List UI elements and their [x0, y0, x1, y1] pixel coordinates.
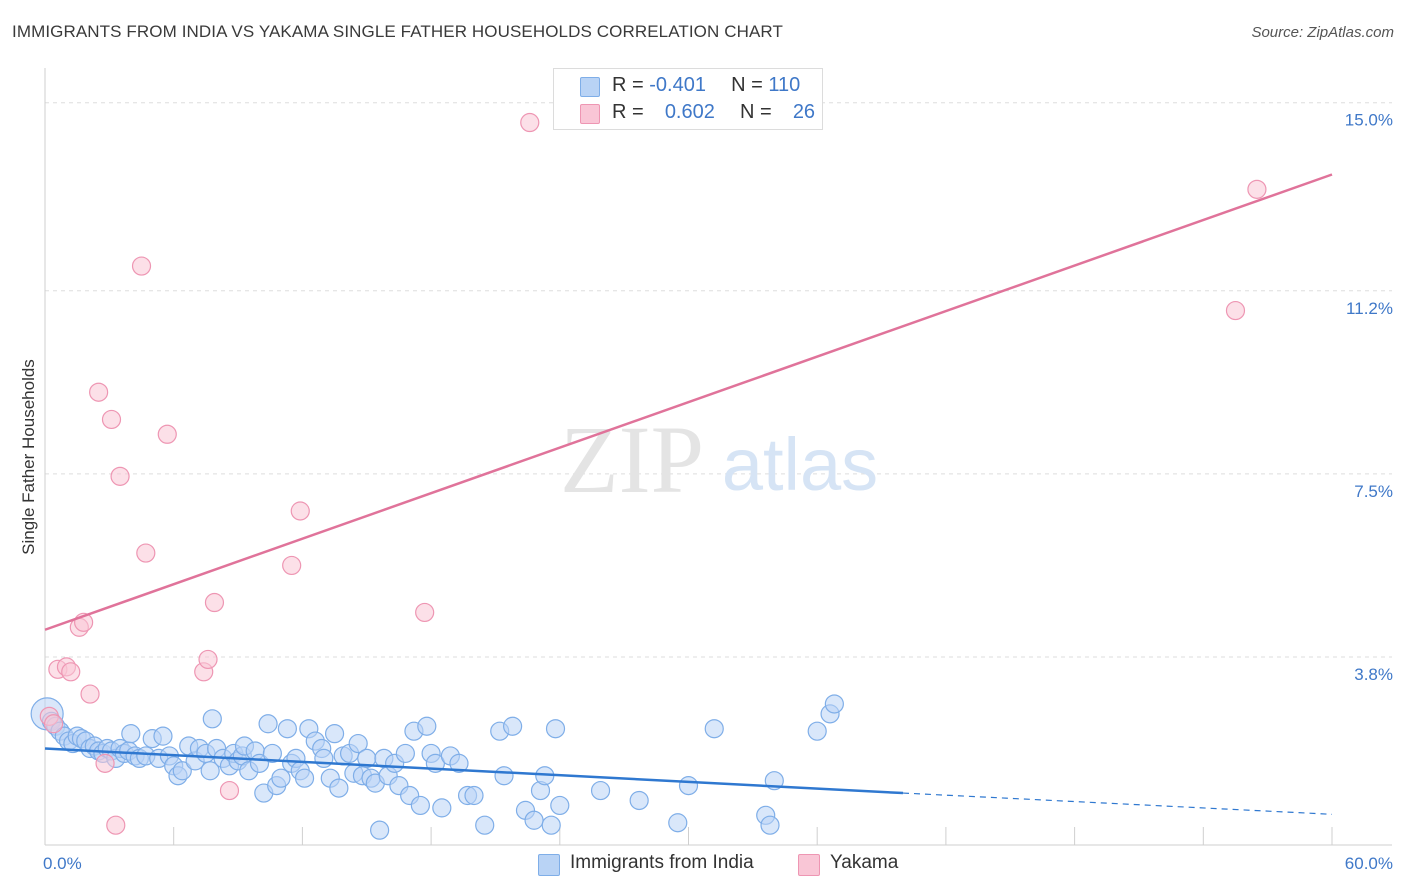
yakama-point	[204, 592, 225, 613]
yakama-point	[219, 780, 240, 801]
yakama-point	[95, 753, 115, 773]
yakama-point	[61, 662, 81, 682]
india-point	[271, 768, 291, 788]
india-point	[704, 719, 724, 739]
bottom-legend-swatch-pink	[798, 854, 820, 876]
india-point	[824, 694, 844, 714]
yakama-point	[415, 602, 435, 623]
yakama-point	[520, 112, 540, 133]
legend-box: R = -0.401 N = 110 R = 0.602 N = 26	[553, 68, 823, 130]
x-tick-label-max: 60.0%	[1345, 854, 1393, 873]
india-point	[524, 810, 544, 830]
yakama-point	[1225, 300, 1246, 321]
legend-swatch-blue	[580, 77, 600, 97]
tick-labels: 3.8% 7.5% 11.2% 15.0% 0.0% 60.0%	[43, 111, 1393, 873]
source-label: Source: ZipAtlas.com	[1251, 24, 1394, 41]
yakama-point	[131, 256, 152, 276]
legend-n-label: N =	[740, 101, 772, 123]
x-tick-label-min: 0.0%	[43, 854, 82, 873]
india-point	[324, 724, 345, 744]
legend-r-label: R =	[612, 101, 644, 123]
series-immigrants-from-india	[30, 694, 844, 840]
india-point	[410, 795, 430, 816]
yakama-point	[282, 555, 302, 576]
india-point	[200, 761, 220, 781]
chart-title: IMMIGRANTS FROM INDIA VS YAKAMA SINGLE F…	[12, 22, 783, 41]
yakama-point	[106, 815, 126, 835]
yakama-point	[110, 466, 130, 486]
india-point	[629, 790, 649, 811]
india-point	[262, 743, 282, 764]
india-point	[153, 726, 173, 746]
india-point	[494, 766, 514, 786]
y-tick-label: 15.0%	[1345, 111, 1393, 130]
india-point	[760, 815, 780, 835]
india-point	[294, 768, 315, 788]
yakama-point	[136, 543, 156, 563]
india-point	[370, 820, 390, 840]
y-tick-label: 3.8%	[1354, 665, 1393, 684]
y-tick-label: 11.2%	[1346, 299, 1393, 318]
india-point	[678, 776, 699, 796]
india-point	[464, 785, 484, 806]
legend-n-value-india: 110	[768, 74, 801, 96]
india-point	[545, 719, 566, 739]
legend-swatch-pink	[580, 104, 600, 124]
trend-line-india-extension	[902, 792, 1333, 815]
india-point	[432, 798, 452, 818]
india-point	[121, 724, 141, 744]
india-point	[475, 815, 495, 835]
india-point	[277, 719, 297, 739]
india-point	[503, 716, 523, 736]
watermark-atlas: atlas	[722, 423, 878, 506]
yakama-point	[290, 501, 310, 521]
india-point	[348, 733, 368, 754]
y-tick-label: 7.5%	[1354, 482, 1393, 501]
yakama-point	[157, 424, 177, 444]
india-point	[329, 778, 349, 798]
india-point	[807, 721, 827, 741]
legend-r-value-india: -0.401	[649, 74, 706, 96]
india-point	[417, 716, 437, 736]
yakama-point	[43, 714, 64, 734]
india-point	[202, 709, 222, 729]
legend-n-value-yakama: 26	[792, 101, 816, 123]
yakama-point	[101, 409, 122, 430]
yakama-point	[89, 382, 109, 402]
india-point	[172, 761, 192, 781]
legend-r-label: R =	[612, 74, 644, 96]
watermark: ZIP atlas	[560, 406, 878, 513]
bottom-legend-swatch-blue	[538, 854, 560, 876]
bottom-legend-label-india: Immigrants from India	[570, 852, 754, 873]
legend-n-label: N =	[731, 74, 763, 96]
yakama-point	[80, 684, 100, 704]
india-point	[314, 748, 334, 769]
india-point	[550, 795, 570, 816]
legend-r-value-yakama: 0.602	[664, 101, 715, 123]
yakama-point	[198, 649, 218, 670]
yakama-point	[1247, 179, 1267, 199]
india-point	[668, 813, 688, 833]
y-axis-label: Single Father Households	[19, 359, 38, 555]
india-point	[258, 714, 278, 734]
trend-line-yakama	[44, 173, 1333, 631]
trend-lines	[44, 173, 1333, 815]
india-point	[449, 753, 469, 773]
india-point	[590, 780, 611, 801]
india-point	[395, 743, 415, 764]
trend-line-india	[44, 747, 904, 795]
watermark-zip: ZIP	[560, 406, 704, 513]
bottom-legend-label-yakama: Yakama	[830, 852, 899, 873]
india-point	[541, 815, 561, 835]
grid-lines	[45, 102, 1392, 658]
